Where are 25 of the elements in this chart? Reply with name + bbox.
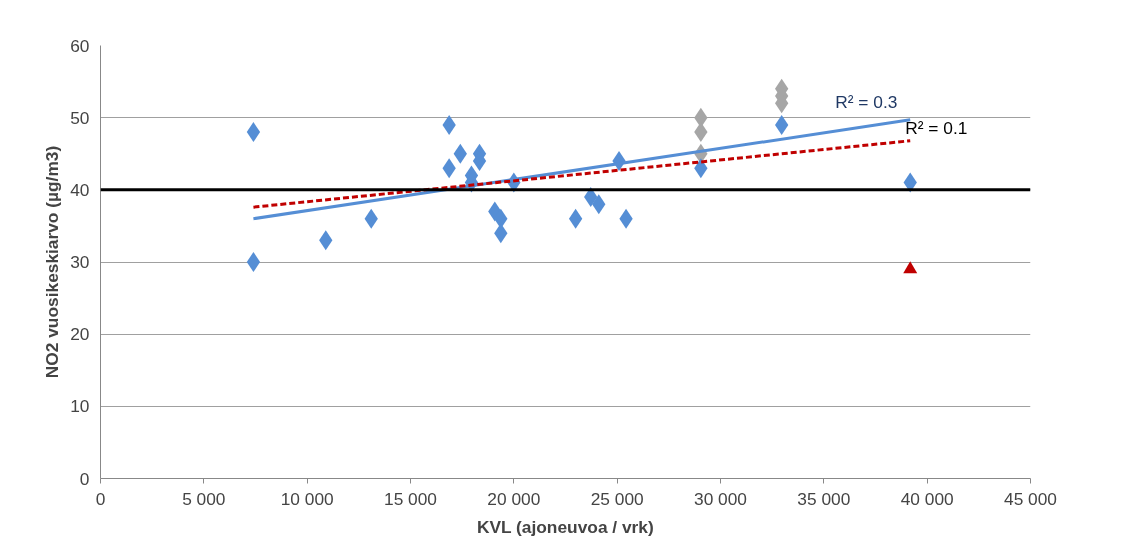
x-tick-label: 35 000 bbox=[797, 488, 851, 509]
point bbox=[568, 208, 583, 229]
x-tick-label: 40 000 bbox=[900, 488, 954, 509]
y-tick-label: 30 bbox=[70, 252, 90, 272]
point bbox=[246, 122, 261, 143]
x-tick-label: 30 000 bbox=[694, 488, 747, 509]
y-tick-label: 60 bbox=[70, 35, 90, 56]
annotation: R² = 0.3 bbox=[835, 91, 898, 112]
y-tick-label: 50 bbox=[70, 107, 90, 128]
annotation: R² = 0.1 bbox=[905, 117, 968, 138]
point bbox=[246, 252, 261, 272]
x-tick-label: 45 000 bbox=[1004, 488, 1057, 509]
y-axis-title: NO2 vuosikeskiarvo (µg/m3) bbox=[42, 145, 63, 379]
y-tick-label: 20 bbox=[70, 324, 90, 345]
x-axis-title: KVL (ajoneuvoa / vrk) bbox=[476, 516, 654, 537]
x-tick-label: 0 bbox=[95, 488, 106, 509]
y-tick-label: 0 bbox=[79, 468, 90, 489]
x-tick-label: 20 000 bbox=[487, 488, 541, 509]
point bbox=[903, 261, 918, 274]
x-tick-label: 15 000 bbox=[384, 488, 437, 509]
x-tick-label: 5 000 bbox=[182, 488, 226, 509]
y-tick-label: 40 bbox=[70, 179, 90, 200]
x-tick-label: 10 000 bbox=[280, 488, 334, 509]
x-tick-label: 25 000 bbox=[590, 488, 644, 509]
y-tick-label: 10 bbox=[70, 396, 90, 417]
